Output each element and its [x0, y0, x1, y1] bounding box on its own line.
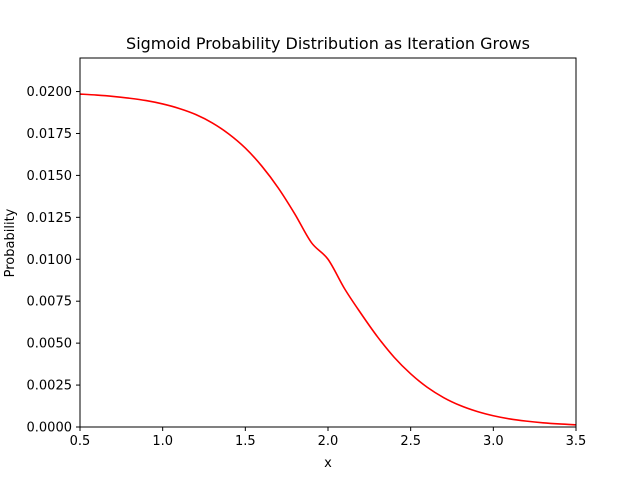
series-layer: [79, 93, 577, 426]
x-tick-label: 2.0: [318, 434, 339, 449]
plot-frame: [80, 58, 576, 427]
x-tick-label: 3.0: [483, 434, 504, 449]
y-tick-label: 0.0025: [27, 379, 73, 394]
y-tick-label: 0.0050: [27, 337, 73, 352]
x-tick-label: 3.5: [566, 434, 587, 449]
x-axis-ticks: 0.5 1.0 1.5 2.0 2.5 3.0 3.5: [70, 427, 587, 449]
x-axis-label: x: [324, 456, 332, 471]
y-tick-label: 0.0175: [27, 127, 73, 142]
y-tick-label: 0.0150: [27, 169, 73, 184]
x-tick-label: 1.0: [152, 434, 173, 449]
series-line: [79, 93, 577, 426]
y-axis-label: Probability: [3, 208, 18, 277]
y-tick-label: 0.0200: [27, 85, 73, 100]
chart-title: Sigmoid Probability Distribution as Iter…: [126, 34, 530, 53]
x-tick-label: 1.5: [235, 434, 256, 449]
x-tick-label: 0.5: [70, 434, 91, 449]
y-tick-label: 0.0100: [27, 253, 73, 268]
y-axis-ticks: 0.0000 0.0025 0.0050 0.0075 0.0100 0.0125 0.01…: [27, 85, 80, 436]
plot-area: [80, 58, 576, 427]
x-tick-label: 2.5: [400, 434, 421, 449]
y-tick-label: 0.0125: [27, 211, 73, 226]
y-tick-label: 0.0000: [27, 421, 73, 436]
y-tick-label: 0.0075: [27, 295, 73, 310]
